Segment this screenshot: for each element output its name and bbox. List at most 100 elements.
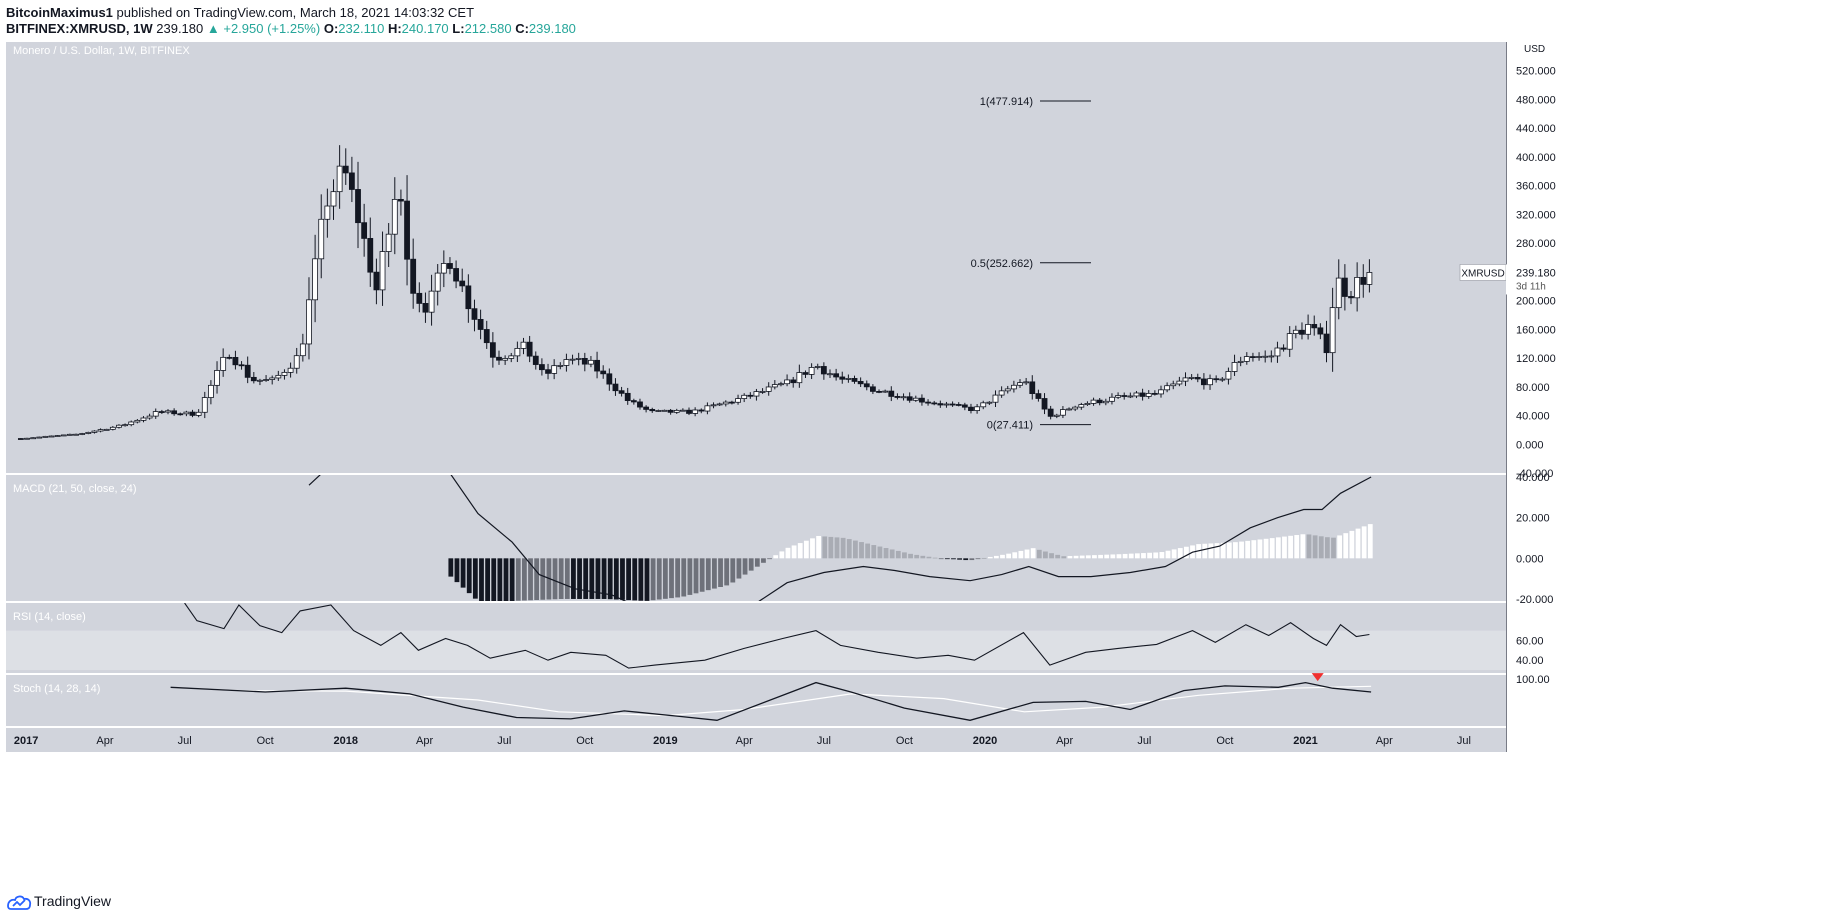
macd-histogram-bar (951, 558, 956, 560)
candle-down (1200, 378, 1207, 386)
time-tick-label: Apr (1056, 735, 1073, 747)
sell-signal-marker (1311, 673, 1324, 682)
last-price: 239.180 (156, 21, 204, 36)
candle-up (1292, 329, 1299, 335)
macd-histogram-bar (571, 558, 576, 599)
price-tick-label: 400.000 (1516, 152, 1556, 164)
time-tick-label: Oct (1216, 735, 1233, 747)
candle-up (1004, 388, 1011, 392)
candle-up (391, 198, 398, 235)
candle-down (802, 372, 809, 375)
candle-up (1231, 362, 1238, 372)
candle-down (526, 341, 533, 357)
stoch-pane (6, 675, 1506, 726)
tradingview-brand[interactable]: TradingView (34, 893, 112, 909)
candle-down (373, 271, 380, 291)
candle-down (949, 403, 956, 406)
candle-up (146, 415, 153, 419)
candle-down (919, 397, 925, 403)
candle-up (1066, 408, 1072, 411)
candle-up (673, 409, 680, 413)
macd-pane (6, 475, 1506, 601)
candle-up (710, 404, 717, 407)
candle-down (851, 378, 858, 382)
price-tick-label: 0.000 (1516, 439, 1544, 451)
candle-up (1219, 378, 1226, 381)
candle-up (318, 218, 325, 260)
candle-down (355, 189, 361, 224)
fib-level-label: 0.5(252.662) (971, 258, 1033, 270)
macd-histogram-bar (1282, 536, 1287, 559)
macd-histogram-bar (1036, 549, 1042, 559)
candle-up (514, 348, 521, 357)
candle-down (1360, 277, 1367, 285)
macd-histogram-bar (895, 550, 901, 559)
last-price-box (1506, 264, 1558, 295)
candle-up (122, 424, 128, 427)
macd-histogram-bar (528, 558, 533, 601)
candle-up (1115, 395, 1121, 398)
candle-up (312, 258, 319, 301)
macd-histogram-bar (705, 558, 711, 591)
candle-up (1176, 380, 1183, 385)
candle-up (1010, 384, 1017, 390)
candle-up (36, 436, 43, 439)
candle-up (116, 424, 122, 428)
candle-up (330, 191, 337, 207)
candle-down (459, 280, 466, 287)
candle-down (422, 303, 429, 313)
candle-up (1256, 356, 1262, 358)
author-name[interactable]: BitcoinMaximus1 (6, 5, 113, 20)
macd-histogram-bar (558, 558, 564, 600)
macd-histogram-bar (816, 535, 822, 559)
macd-histogram-bar (938, 558, 944, 560)
price-tick-label: 40.000 (1516, 411, 1550, 423)
macd-pane-title: MACD (21, 50, close, 24) (13, 483, 137, 495)
candle-down (1341, 277, 1348, 297)
candle-up (24, 437, 30, 440)
macd-histogram-bar (963, 558, 969, 561)
time-tick-label: 2021 (1293, 735, 1317, 747)
macd-histogram-bar (1116, 554, 1122, 559)
candle-up (60, 434, 67, 437)
macd-histogram-bar (1214, 543, 1220, 559)
candle-up (778, 383, 784, 386)
candle-up (1274, 347, 1281, 357)
macd-histogram-bar (908, 553, 913, 559)
candle-down (876, 391, 882, 393)
macd-histogram-bar (993, 555, 999, 559)
candle-down (1151, 392, 1158, 395)
fib-level-label: 1(477.914) (980, 96, 1033, 108)
candle-down (177, 413, 184, 416)
chart-canvas[interactable]: 1(477.914) 0.5(252.662) 0(27.411) Monero / … (0, 42, 1840, 886)
macd-histogram-bar (460, 558, 466, 588)
candle-up (765, 386, 772, 392)
candle-up (943, 403, 950, 406)
candle-down (955, 404, 962, 406)
macd-histogram-bar (521, 558, 527, 601)
candle-down (398, 198, 404, 202)
macd-histogram-bar (803, 540, 809, 559)
price-axis-unit: USD (1524, 44, 1545, 55)
candle-up (1286, 333, 1293, 350)
macd-histogram-bar (785, 547, 791, 559)
macd-histogram-bar (1165, 550, 1171, 559)
candle-down (857, 381, 864, 385)
candle-down (1096, 399, 1103, 404)
candle-up (1225, 371, 1232, 380)
candle-down (1035, 393, 1042, 399)
macd-histogram-bar (1331, 537, 1336, 559)
candle-down (839, 376, 846, 380)
candle-up (1207, 378, 1213, 386)
macd-histogram-bar (503, 558, 509, 601)
candle-down (1213, 378, 1220, 381)
candle-down (1139, 392, 1146, 397)
symbol-line: BITFINEX:XMRUSD, 1W 239.180 ▲ +2.950 (+1… (6, 21, 576, 36)
macd-histogram-bar (981, 557, 987, 559)
candle-down (477, 318, 484, 330)
candle-up (434, 272, 441, 292)
macd-histogram-bar (846, 539, 852, 559)
macd-histogram-bar (1275, 537, 1281, 559)
macd-tick-label: 0.000 (1516, 553, 1544, 565)
candle-down (489, 342, 496, 358)
